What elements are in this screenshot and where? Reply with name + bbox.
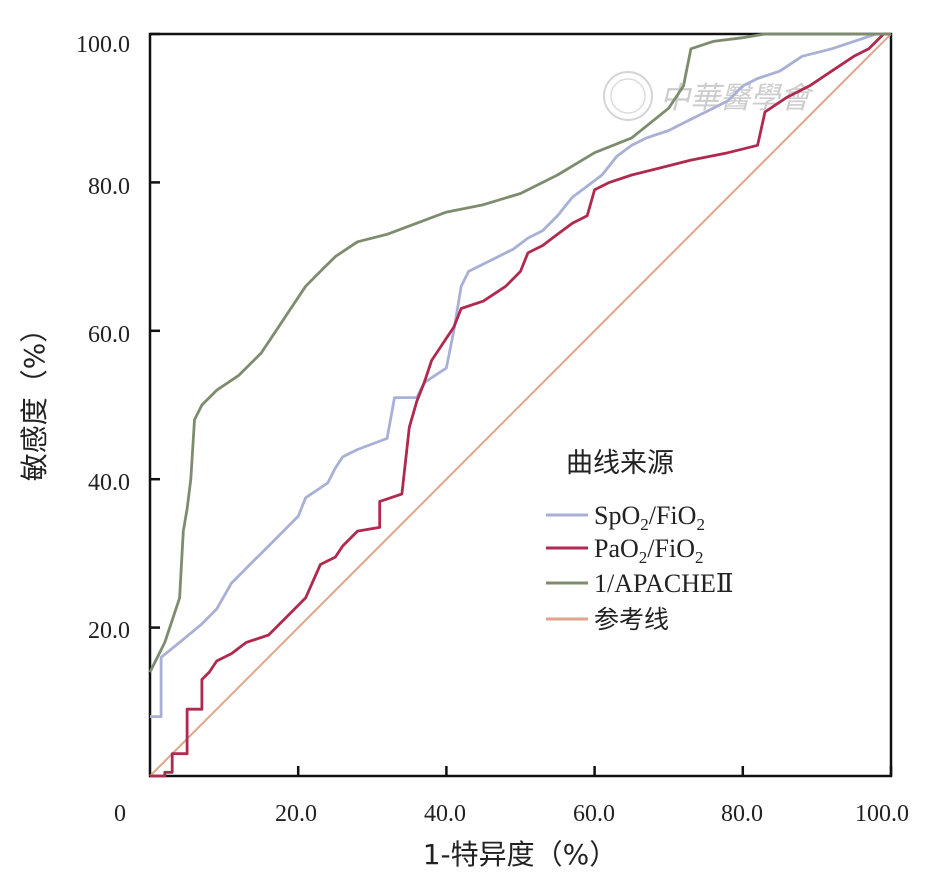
series-line-pao2 xyxy=(150,32,891,778)
legend-label-spo2: SpO2/FiO2 xyxy=(594,501,705,534)
y-axis-title: 敏感度（%） xyxy=(18,315,51,482)
legend-label-pao2: PaO2/FiO2 xyxy=(594,534,703,567)
y-tick-label-80: 80.0 xyxy=(88,174,130,200)
series-line-reference xyxy=(149,33,892,777)
x-tick-label-20: 20.0 xyxy=(275,801,317,827)
x-tick-label-100: 100.0 xyxy=(855,801,909,827)
y-tick-label-60: 60.0 xyxy=(88,322,130,348)
watermark-text: 中華醫學會 xyxy=(660,81,814,116)
x-axis-title: 1-特异度（%） xyxy=(423,838,618,871)
series-layer xyxy=(148,32,892,778)
plot-area xyxy=(148,32,893,778)
x-tick-label-60: 60.0 xyxy=(573,801,615,827)
y-tick-label-100: 100.0 xyxy=(76,32,130,58)
watermark: 中華醫學會 xyxy=(603,71,814,121)
x-tick-label-80: 80.0 xyxy=(721,801,763,827)
y-tick-label-40: 40.0 xyxy=(88,470,130,496)
legend: 曲线来源 SpO2/FiO2 PaO2/FiO2 1/APACHEⅡ 参考线 xyxy=(546,448,734,634)
axis-ticks xyxy=(150,32,893,776)
series-line-apache xyxy=(148,32,891,673)
x-tick-label-0: 0 xyxy=(114,801,126,827)
legend-title: 曲线来源 xyxy=(566,448,674,479)
legend-label-apache: 1/APACHEⅡ xyxy=(594,569,734,598)
watermark-seal-icon xyxy=(603,71,653,121)
y-tick-label-20: 20.0 xyxy=(88,618,130,644)
x-tick-label-40: 40.0 xyxy=(424,801,466,827)
legend-label-reference: 参考线 xyxy=(594,605,669,634)
series-line-spo2 xyxy=(150,32,891,718)
